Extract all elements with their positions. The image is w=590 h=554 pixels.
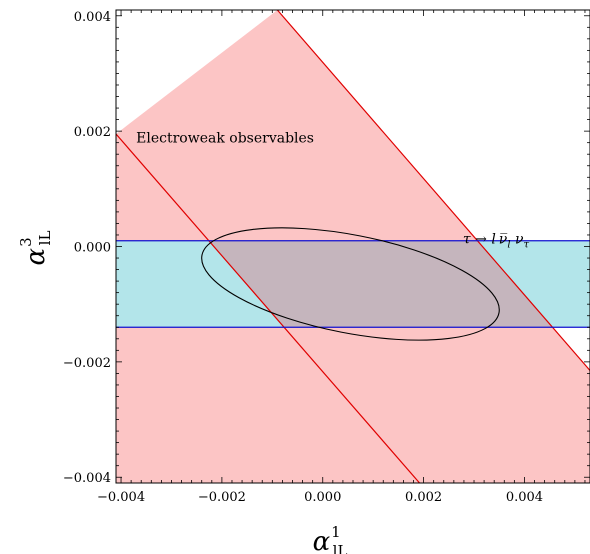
y-axis-subscript: lL — [36, 231, 54, 246]
y-tick-label: 0.000 — [74, 241, 111, 256]
electroweak-band-edge-upper — [276, 10, 590, 371]
combined-fit-ellipse — [201, 227, 500, 341]
overlap-region — [208, 240, 554, 328]
x-axis-superscript: 1 — [331, 523, 341, 541]
tau-label-part-c-sub: l — [507, 240, 510, 251]
y-tick-label: 0.004 — [74, 10, 111, 25]
x-tick-label: 0.000 — [304, 490, 341, 505]
x-axis-symbol: α — [313, 527, 331, 554]
plot-area — [116, 10, 590, 483]
x-tick-label: 0.004 — [506, 490, 543, 505]
tau-label-part-a: τ → — [463, 232, 491, 248]
y-tick-label: −0.004 — [63, 471, 111, 486]
tau-label-part-c: ν̅ — [499, 232, 508, 248]
y-tick-label: −0.002 — [63, 356, 111, 371]
x-axis-label: α1 lL — [313, 523, 348, 554]
axis-ticks: −0.004 −0.002 0.000 0.002 0.004 −0.004 −0.002 0… — [63, 10, 590, 505]
y-axis-symbol: α — [21, 247, 51, 265]
y-axis-superscript: 3 — [17, 237, 35, 247]
electroweak-band-edge-lower — [116, 133, 421, 483]
x-tick-label: −0.002 — [198, 490, 246, 505]
tau-label-part-d: ν — [511, 232, 524, 248]
tau-decay-label: τ → l ν̅l ντ — [463, 232, 530, 251]
electroweak-label: Electroweak observables — [136, 131, 314, 147]
x-tick-label: −0.004 — [97, 490, 145, 505]
x-tick-label: 0.002 — [405, 490, 442, 505]
y-tick-label: 0.002 — [74, 125, 111, 140]
y-axis-label: α3lL — [17, 231, 54, 266]
tau-label-part-d-sub: τ — [523, 240, 529, 251]
tau-label-part-b: l — [491, 232, 495, 248]
x-axis-subscript: lL — [333, 542, 348, 554]
